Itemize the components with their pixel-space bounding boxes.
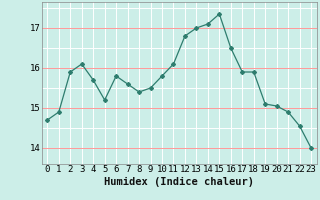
X-axis label: Humidex (Indice chaleur): Humidex (Indice chaleur) [104,177,254,187]
